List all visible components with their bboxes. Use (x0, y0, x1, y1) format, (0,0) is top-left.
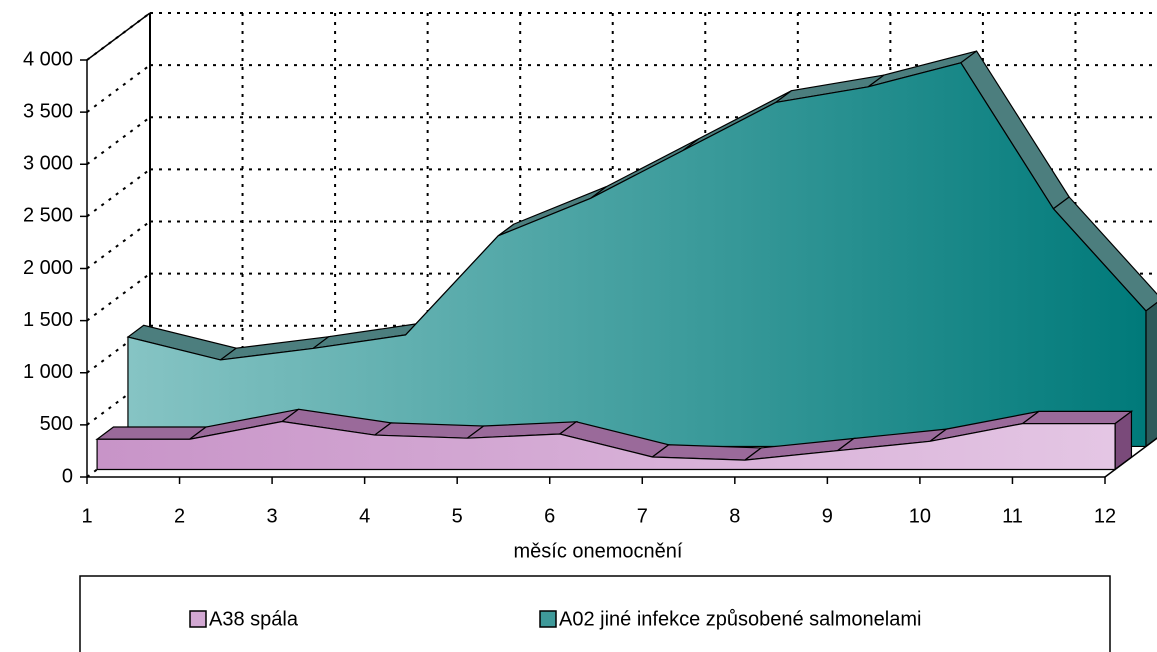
x-tick-label: 4 (359, 505, 370, 527)
legend-items: A02 jiné infekce způsobené salmonelami A3… (189, 608, 921, 630)
x-axis-label: měsíc onemocnění (514, 540, 683, 562)
grid-line (86, 168, 151, 218)
y-tick-label: 3 500 (23, 100, 73, 122)
y-tick-label: 4 000 (23, 48, 73, 70)
x-tick-label: 5 (452, 505, 463, 527)
area (96, 420, 1116, 471)
grid-line (86, 220, 151, 270)
legend (79, 575, 1111, 652)
legend-swatch (189, 610, 207, 628)
grid-line (86, 116, 151, 166)
floor-edge (1104, 437, 1157, 478)
y-tick-label: 3 000 (23, 153, 73, 175)
x-tick-label: 11 (1002, 505, 1023, 527)
y-tick-label: 500 (40, 413, 73, 435)
y-tick-label: 2 500 (23, 205, 73, 227)
x-tick-label: 6 (544, 505, 555, 527)
x-tick-label: 8 (729, 505, 740, 527)
x-tick-label: 12 (1094, 505, 1116, 527)
y-tick-label: 1 000 (23, 361, 73, 383)
axes: 0 500 1 000 1 500 2 000 2 500 3 000 3 500 4 000 1… (23, 48, 1157, 527)
area-side (1145, 301, 1157, 448)
legend-label: A02 jiné infekce způsobené salmonelami (559, 608, 921, 630)
legend-swatch (539, 610, 557, 628)
x-tick-label: 9 (822, 505, 833, 527)
grid-line (86, 64, 151, 113)
area-top (1020, 410, 1134, 425)
area-top (95, 426, 208, 440)
x-tick-label: 1 (81, 505, 92, 527)
x-tick-label: 2 (174, 505, 185, 527)
x-tick-label: 10 (909, 505, 931, 527)
x-tick-label: 7 (637, 505, 648, 527)
y-tick-label: 2 000 (23, 257, 73, 279)
grid-line (86, 272, 151, 322)
plot (95, 50, 1157, 471)
legend-label: A38 spála (209, 608, 299, 630)
area (127, 62, 1147, 448)
top-edge (86, 12, 151, 61)
y-tick-label: 1 500 (23, 309, 73, 331)
y-tick-label: 0 (62, 465, 73, 487)
x-tick-label: 3 (267, 505, 278, 527)
